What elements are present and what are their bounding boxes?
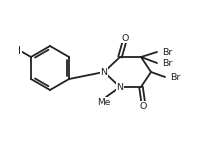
- Text: O: O: [121, 33, 129, 42]
- Text: Br: Br: [162, 58, 172, 67]
- Text: Me: Me: [97, 98, 111, 107]
- Text: Br: Br: [170, 73, 180, 82]
- Text: Br: Br: [162, 48, 172, 57]
- Text: I: I: [18, 46, 21, 56]
- Text: N: N: [117, 82, 124, 91]
- Text: N: N: [101, 67, 108, 77]
- Text: O: O: [139, 102, 147, 111]
